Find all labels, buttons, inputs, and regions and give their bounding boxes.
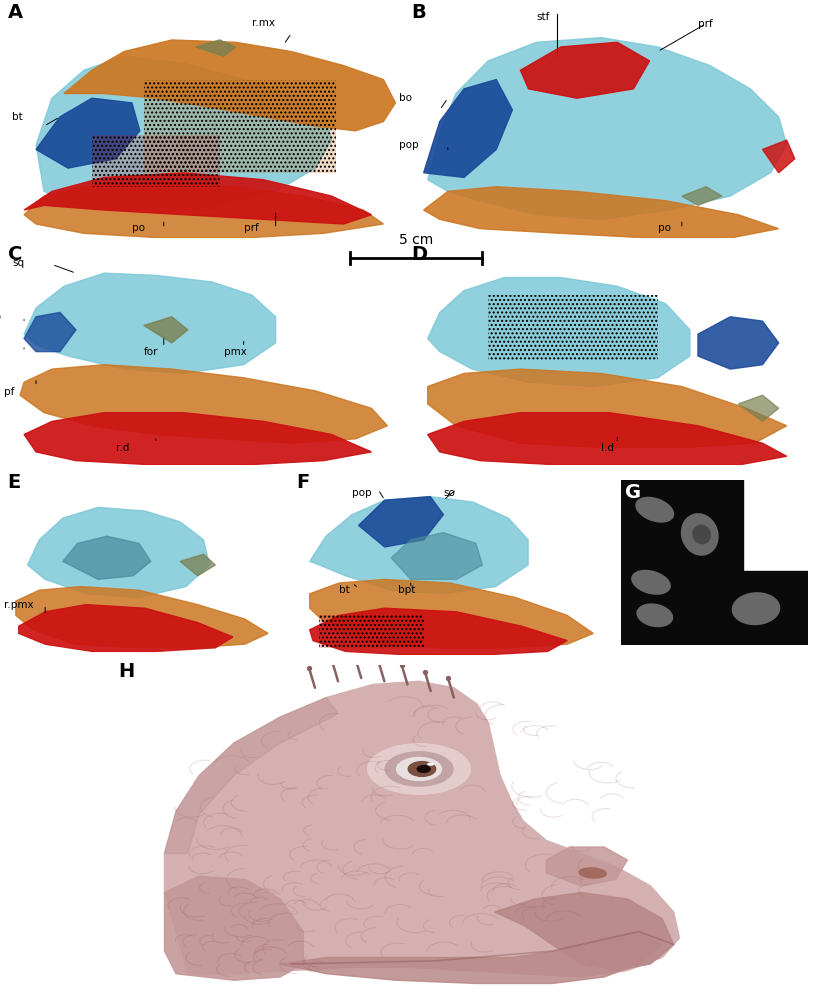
Bar <box>144 80 336 173</box>
Text: l.d: l.d <box>601 443 615 453</box>
Polygon shape <box>24 312 76 352</box>
Polygon shape <box>763 140 795 173</box>
Polygon shape <box>165 876 303 980</box>
Text: po: po <box>132 223 145 233</box>
Polygon shape <box>63 536 151 579</box>
Ellipse shape <box>631 570 671 595</box>
Ellipse shape <box>408 761 437 777</box>
Text: po: po <box>658 223 671 233</box>
Ellipse shape <box>416 765 431 773</box>
Polygon shape <box>24 413 372 465</box>
Bar <box>92 135 220 187</box>
Point <box>349 650 362 666</box>
Point <box>418 664 431 680</box>
Polygon shape <box>19 605 233 651</box>
Text: sq: sq <box>12 258 24 268</box>
Point <box>302 660 315 676</box>
Ellipse shape <box>732 592 780 625</box>
Polygon shape <box>36 98 140 168</box>
Text: D: D <box>412 245 428 264</box>
Text: bpt: bpt <box>398 585 415 595</box>
Polygon shape <box>310 497 528 594</box>
Point <box>372 654 385 670</box>
Ellipse shape <box>579 867 607 879</box>
Polygon shape <box>28 507 209 597</box>
Text: r.pmx: r.pmx <box>4 600 33 610</box>
Text: A: A <box>8 3 23 22</box>
Point <box>442 670 455 686</box>
Polygon shape <box>428 278 689 387</box>
Polygon shape <box>424 80 513 177</box>
Bar <box>488 295 658 360</box>
Polygon shape <box>144 317 187 343</box>
Text: pmx: pmx <box>224 347 247 357</box>
Polygon shape <box>428 38 786 219</box>
Polygon shape <box>428 413 786 465</box>
Polygon shape <box>521 42 650 98</box>
Bar <box>319 615 424 648</box>
Ellipse shape <box>637 603 673 627</box>
Polygon shape <box>36 56 332 210</box>
Polygon shape <box>64 40 395 131</box>
Polygon shape <box>682 187 722 205</box>
Ellipse shape <box>427 762 434 766</box>
Text: bo: bo <box>399 93 412 103</box>
Text: bt: bt <box>12 112 23 122</box>
Ellipse shape <box>635 497 674 523</box>
Polygon shape <box>310 608 567 655</box>
Polygon shape <box>180 554 215 576</box>
Ellipse shape <box>681 513 719 556</box>
Ellipse shape <box>396 757 443 781</box>
Polygon shape <box>546 847 628 886</box>
Text: C: C <box>8 245 23 264</box>
Text: E: E <box>7 473 20 492</box>
Polygon shape <box>24 173 372 224</box>
Text: pf: pf <box>4 387 15 397</box>
Polygon shape <box>280 932 662 984</box>
Text: G: G <box>625 483 641 502</box>
Text: prf: prf <box>698 19 712 29</box>
Text: B: B <box>412 3 426 22</box>
Polygon shape <box>24 273 275 373</box>
Polygon shape <box>20 365 387 443</box>
Text: stf: stf <box>536 12 550 22</box>
Text: pop: pop <box>352 488 372 498</box>
Text: 5 cm: 5 cm <box>399 233 433 247</box>
Point <box>395 657 408 673</box>
Polygon shape <box>310 579 593 648</box>
Ellipse shape <box>385 751 454 787</box>
Polygon shape <box>359 497 443 547</box>
Bar <box>621 571 808 645</box>
Polygon shape <box>391 533 482 579</box>
Text: H: H <box>118 662 134 681</box>
Polygon shape <box>494 892 674 970</box>
Polygon shape <box>15 587 268 648</box>
Polygon shape <box>165 698 338 854</box>
Text: so: so <box>443 488 456 498</box>
Polygon shape <box>165 681 680 977</box>
Text: bo: bo <box>0 312 1 322</box>
Ellipse shape <box>367 743 471 795</box>
Text: bt: bt <box>339 585 350 595</box>
Text: r.d: r.d <box>116 443 130 453</box>
Polygon shape <box>428 369 786 448</box>
Text: F: F <box>297 473 310 492</box>
Point <box>326 654 339 670</box>
Bar <box>621 480 743 571</box>
Polygon shape <box>24 182 384 238</box>
Text: pop: pop <box>399 140 419 150</box>
Text: r.mx: r.mx <box>252 18 275 28</box>
Ellipse shape <box>692 525 711 544</box>
Polygon shape <box>196 40 236 56</box>
Text: prf: prf <box>244 223 258 233</box>
Polygon shape <box>738 395 778 421</box>
Polygon shape <box>698 317 778 369</box>
Text: for: for <box>144 347 158 357</box>
Polygon shape <box>424 187 778 238</box>
